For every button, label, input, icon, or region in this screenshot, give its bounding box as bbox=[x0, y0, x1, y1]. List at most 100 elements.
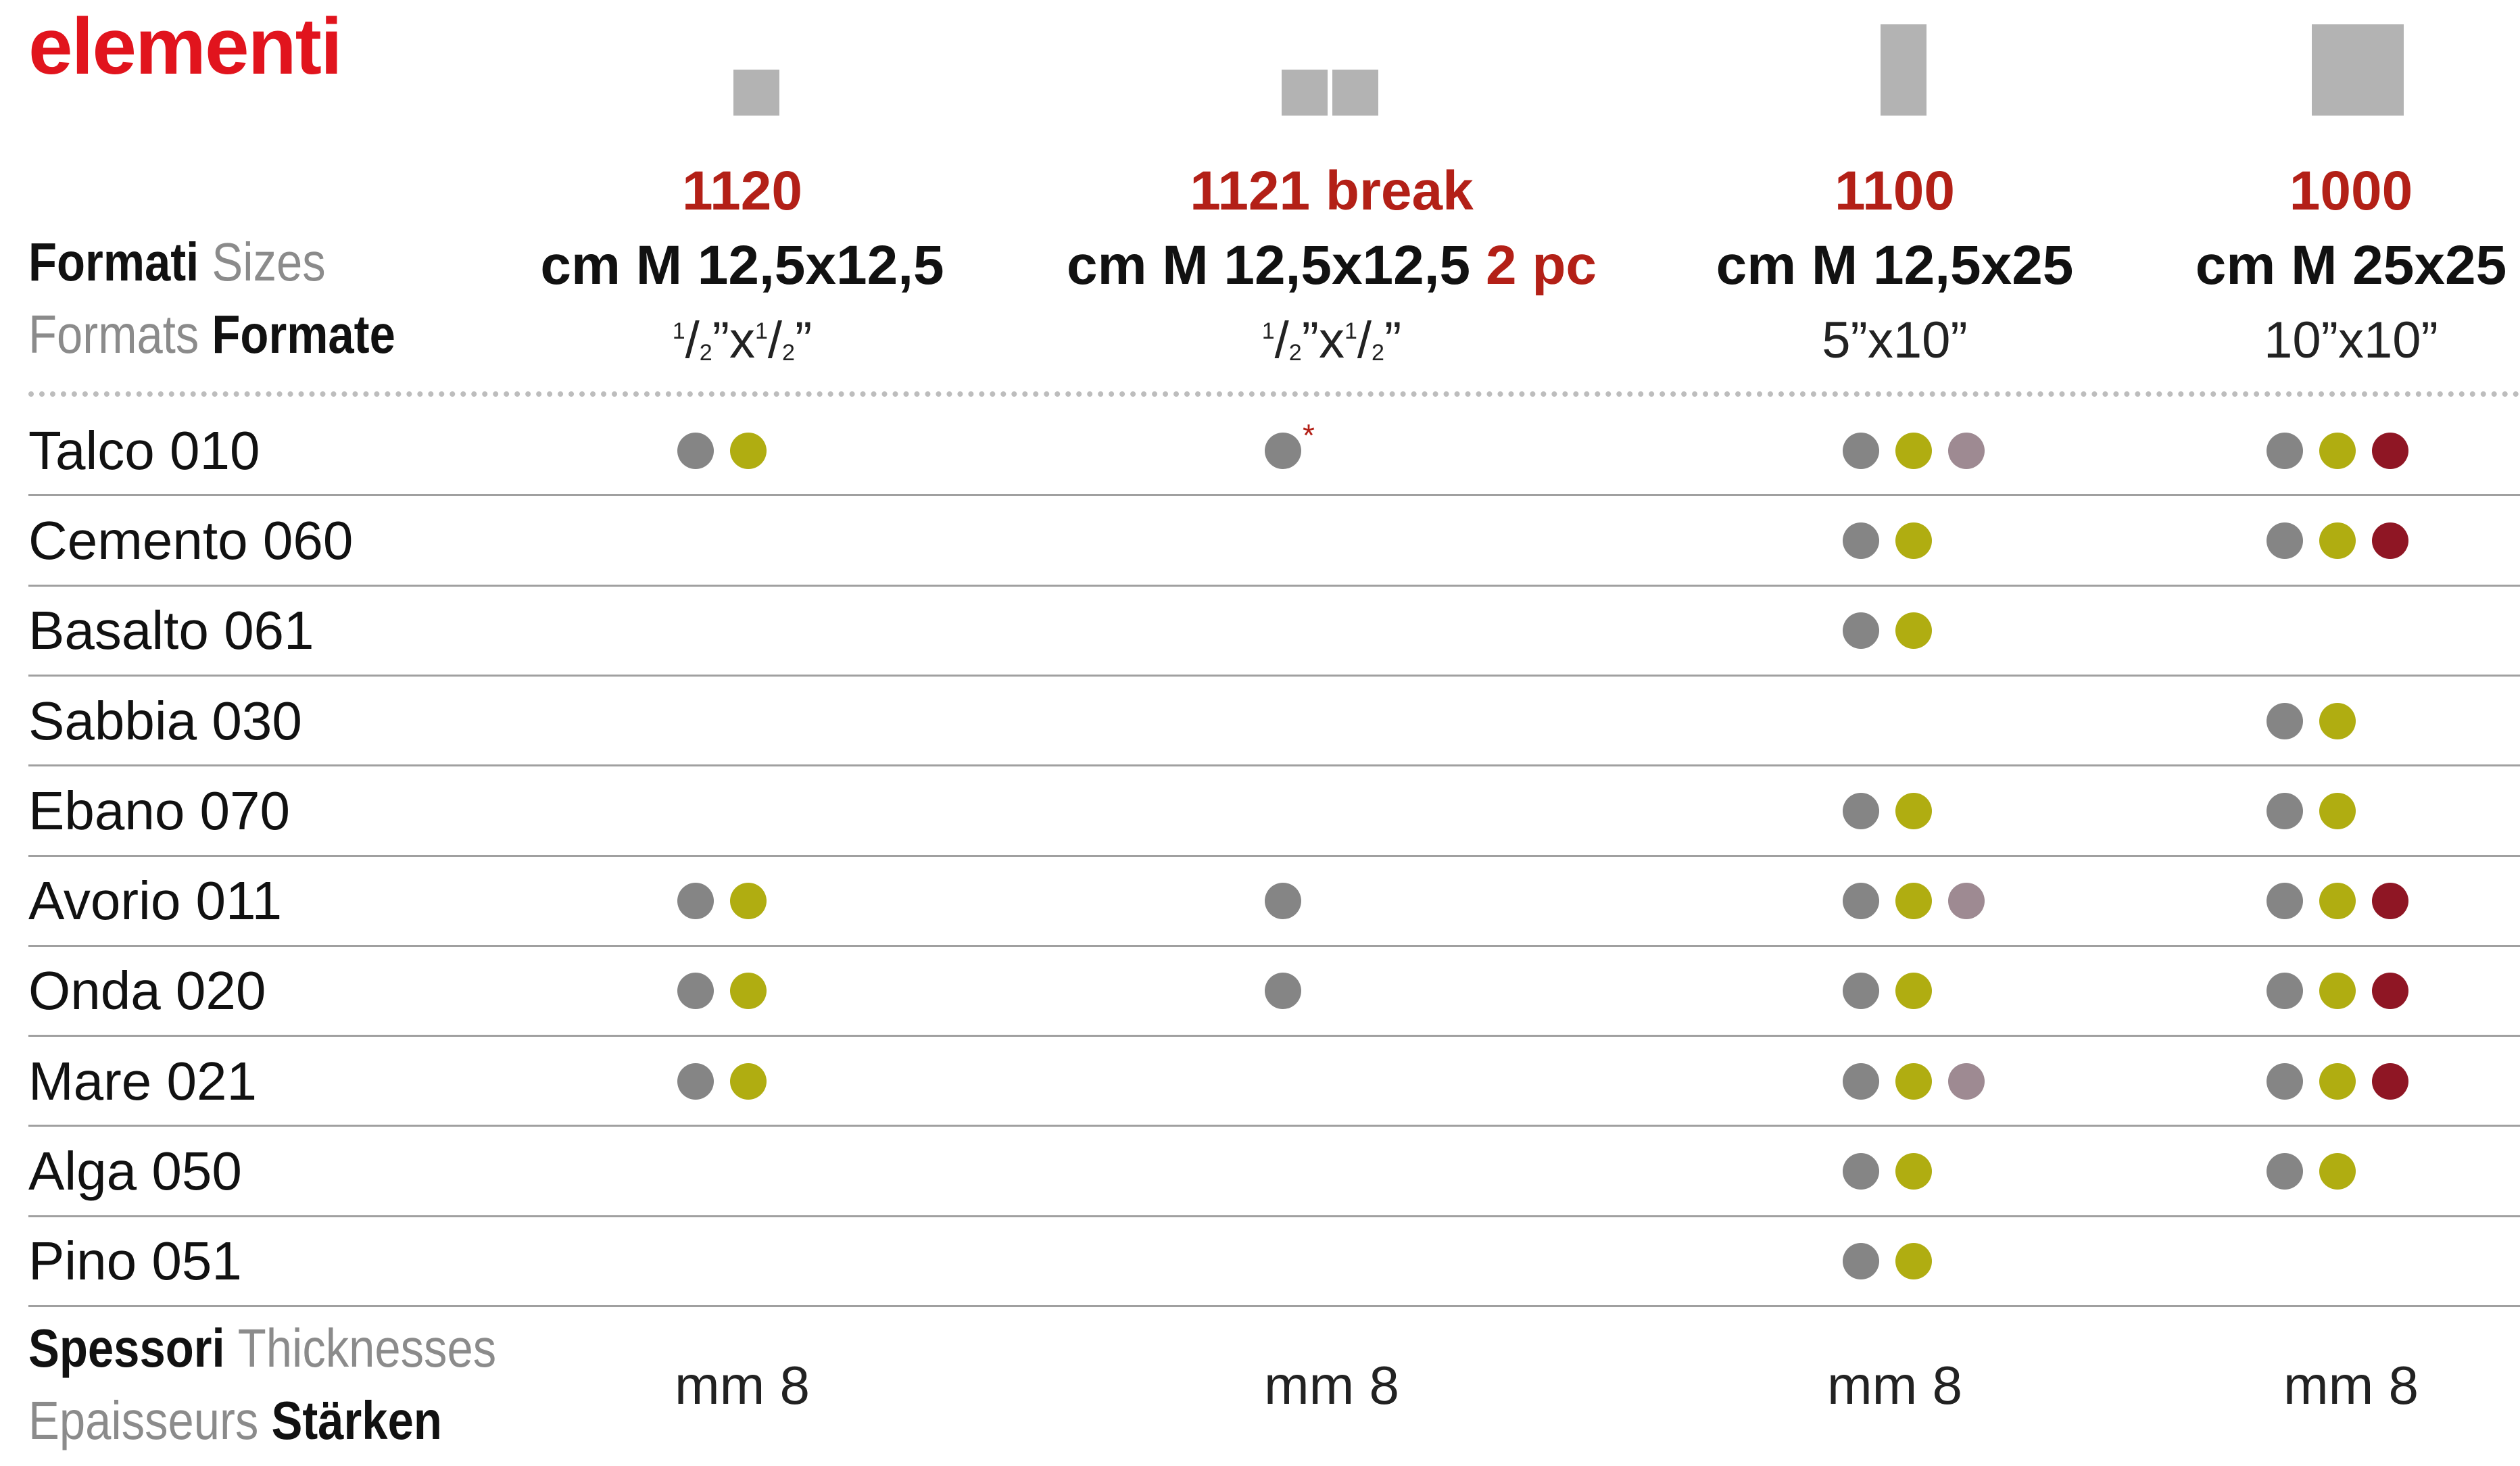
color-dot-grey bbox=[1843, 522, 1879, 559]
color-dot-grey bbox=[1843, 1153, 1879, 1190]
color-dot-grey bbox=[1265, 432, 1301, 469]
inch-num2: 1 bbox=[1344, 318, 1357, 344]
row-divider bbox=[28, 584, 2520, 587]
product-code: 1000 bbox=[2289, 160, 2413, 222]
color-dot-grey bbox=[677, 883, 714, 920]
color-dot-olive bbox=[1895, 522, 1932, 559]
color-dot-olive bbox=[1895, 612, 1932, 650]
color-dot-olive bbox=[1895, 1153, 1932, 1190]
color-dot-mauve bbox=[1948, 432, 1985, 469]
color-dot-olive bbox=[1895, 792, 1932, 829]
thickness-label-en: Thicknesses bbox=[237, 1318, 497, 1378]
page-title: elementi bbox=[28, 2, 343, 91]
column-header-1120: 1120 cm M 12,5x12,5 1/2”x1/2” bbox=[540, 164, 944, 366]
thickness-1121: mm 8 bbox=[1264, 1355, 1399, 1415]
color-dot-grey bbox=[1843, 883, 1879, 920]
inch-slash: / bbox=[685, 312, 700, 369]
color-dot-grey bbox=[2267, 702, 2303, 739]
color-dot-wine bbox=[2372, 432, 2408, 469]
color-dot-olive bbox=[2319, 702, 2356, 739]
color-dot-olive bbox=[2319, 973, 2356, 1010]
row-divider bbox=[28, 764, 2520, 767]
color-dot-grey bbox=[1843, 973, 1879, 1010]
color-dot-olive bbox=[730, 973, 767, 1010]
sizes-label-it: Formati bbox=[28, 232, 199, 292]
color-dot-wine bbox=[2372, 973, 2408, 1010]
color-dot-olive bbox=[1895, 1062, 1932, 1100]
size-inch: 1/2”x1/2” bbox=[540, 315, 944, 366]
color-dot-grey bbox=[2267, 1062, 2303, 1100]
row-divider bbox=[28, 1035, 2520, 1037]
color-dot-grey bbox=[2267, 883, 2303, 920]
product-code: 1120 bbox=[682, 160, 802, 222]
pieces-count: 2 pc bbox=[1485, 235, 1597, 296]
tile-thumbnail-1121-right bbox=[1332, 70, 1378, 116]
thickness-1000: mm 8 bbox=[2283, 1355, 2419, 1415]
size-inch: 1/2”x1/2” bbox=[1067, 315, 1597, 366]
inch-num: 1 bbox=[1261, 318, 1275, 344]
color-dot-olive bbox=[2319, 522, 2356, 559]
color-dot-olive bbox=[1895, 1243, 1932, 1280]
tile-thumbnail-1120 bbox=[733, 70, 779, 116]
tile-thumbnail-1000 bbox=[2312, 24, 2404, 116]
row-label: Talco 010 bbox=[28, 420, 260, 481]
thickness-label-it: Spessori bbox=[28, 1318, 225, 1378]
sizes-label-en: Sizes bbox=[212, 232, 326, 292]
color-dot-wine bbox=[2372, 1062, 2408, 1100]
color-dot-grey bbox=[2267, 973, 2303, 1010]
inch-end: ” bbox=[794, 312, 813, 369]
row-label: Sabbia 030 bbox=[28, 690, 302, 751]
row-divider bbox=[28, 944, 2520, 947]
color-dot-olive bbox=[2319, 1062, 2356, 1100]
inch-den2: 2 bbox=[1372, 340, 1384, 366]
color-dot-grey bbox=[677, 973, 714, 1010]
formats-label-fr: Formats bbox=[28, 304, 199, 364]
size-cm: cm M 12,5x25 bbox=[1716, 238, 2074, 293]
color-dot-grey bbox=[2267, 432, 2303, 469]
column-header-1000: 1000 cm M 25x25 10”x10” bbox=[2196, 164, 2506, 366]
row-divider bbox=[28, 1215, 2520, 1217]
row-label: Cemento 060 bbox=[28, 510, 354, 570]
inch-x: ”x bbox=[712, 312, 755, 369]
inch-num: 1 bbox=[672, 318, 685, 344]
color-dot-grey bbox=[2267, 792, 2303, 829]
size-cm-value: cm M 12,5x25 bbox=[1716, 235, 2074, 296]
color-dot-grey bbox=[677, 1062, 714, 1100]
size-cm: cm M 12,5x12,5 bbox=[540, 238, 944, 293]
inch-den2: 2 bbox=[782, 340, 795, 366]
color-dot-grey bbox=[1843, 1243, 1879, 1280]
color-dot-grey bbox=[1843, 432, 1879, 469]
color-dot-grey bbox=[1843, 1062, 1879, 1100]
size-cm-value: cm M 25x25 bbox=[2195, 235, 2507, 296]
color-dot-grey bbox=[677, 432, 714, 469]
thickness-1120: mm 8 bbox=[675, 1355, 810, 1415]
thickness-1100: mm 8 bbox=[1827, 1355, 1962, 1415]
inch-slash2: / bbox=[767, 312, 783, 369]
formats-label-de: Formate bbox=[212, 304, 395, 364]
row-label: Pino 051 bbox=[28, 1231, 242, 1292]
tile-thumbnail-1121-left bbox=[1282, 70, 1328, 116]
color-dot-mauve bbox=[1948, 883, 1985, 920]
color-dot-olive bbox=[2319, 432, 2356, 469]
inch-num2: 1 bbox=[755, 318, 768, 344]
product-code: 1121 break bbox=[1190, 160, 1474, 222]
color-dot-olive bbox=[1895, 432, 1932, 469]
color-dot-olive bbox=[1895, 883, 1932, 920]
color-dot-mauve bbox=[1948, 1062, 1985, 1100]
row-label: Alga 050 bbox=[28, 1141, 242, 1202]
inch-den: 2 bbox=[1288, 340, 1302, 366]
color-dot-grey bbox=[1265, 883, 1301, 920]
row-label: Ebano 070 bbox=[28, 780, 291, 841]
row-label: Onda 020 bbox=[28, 960, 266, 1021]
column-header-1100: 1100 cm M 12,5x25 5”x10” bbox=[1716, 164, 2074, 366]
size-cm-value: cm M 12,5x12,5 bbox=[1066, 235, 1471, 296]
product-code: 1100 bbox=[1835, 160, 1955, 222]
color-dot-olive bbox=[2319, 1153, 2356, 1190]
tile-thumbnail-1100 bbox=[1881, 24, 1927, 116]
size-cm-value: cm M 12,5x12,5 bbox=[540, 235, 944, 296]
color-dot-olive bbox=[2319, 883, 2356, 920]
thickness-label-2: Epaisseurs Stärken bbox=[28, 1394, 442, 1448]
thickness-label: Spessori Thicknesses bbox=[28, 1321, 496, 1375]
color-dot-olive bbox=[1895, 973, 1932, 1010]
sizes-label: Formati Sizes bbox=[28, 235, 326, 289]
